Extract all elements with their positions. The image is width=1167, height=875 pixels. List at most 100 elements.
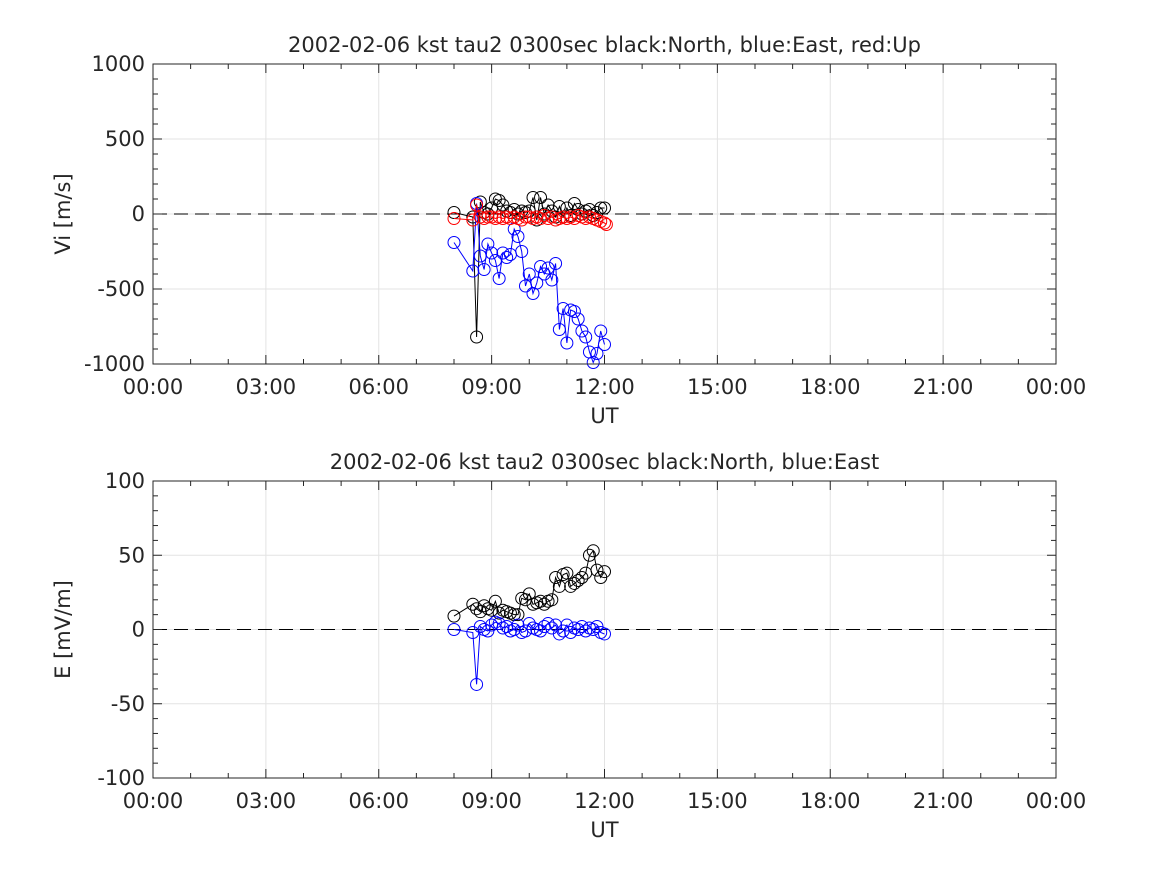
x-axis-label: UT — [590, 404, 618, 428]
data-point-north — [470, 602, 484, 616]
data-point-up — [537, 209, 551, 222]
data-point-north — [485, 603, 499, 617]
data-point-up — [470, 198, 484, 212]
data-point-north — [492, 606, 506, 620]
data-point-north — [511, 608, 525, 622]
data-point-up — [598, 216, 611, 230]
data-point-east — [541, 261, 555, 275]
y-tick-label: -50 — [111, 692, 145, 716]
data-point-east — [590, 347, 604, 360]
x-tick-label: 12:00 — [574, 375, 635, 399]
x-tick-label: 09:00 — [461, 789, 522, 813]
x-tick-label: 21:00 — [913, 375, 974, 399]
data-point-north — [488, 594, 502, 608]
data-point-up — [515, 213, 529, 227]
data-point-north — [586, 544, 600, 558]
data-point-east — [586, 623, 600, 636]
data-point-north — [571, 573, 585, 587]
data-point-east — [507, 623, 521, 636]
y-tick-label: 100 — [105, 469, 145, 493]
data-point-north — [590, 563, 604, 577]
data-point-up — [567, 212, 581, 225]
x-axis-label: UT — [590, 818, 618, 842]
data-point-north — [582, 548, 596, 562]
x-tick-label: 12:00 — [574, 789, 635, 813]
y-tick-label: 500 — [105, 127, 145, 151]
data-point-east — [447, 236, 461, 249]
data-point-up — [447, 212, 461, 225]
chart-panel-2: 00:00 03:00 06:00 09:00 12:00 15:00 18:00 21:00… — [51, 450, 1086, 842]
data-point-east — [571, 623, 585, 636]
data-point-up — [466, 213, 480, 227]
x-tick-label: 03:00 — [236, 375, 297, 399]
data-point-east — [485, 246, 499, 260]
data-point-east — [598, 627, 611, 641]
data-point-east — [522, 267, 536, 281]
data-point-east — [496, 246, 510, 260]
data-point-east — [492, 272, 506, 285]
data-point-east — [466, 264, 480, 278]
data-point-east — [594, 324, 608, 338]
data-point-up — [518, 210, 532, 224]
x-tick-label: 21:00 — [913, 789, 974, 813]
data-point-north — [470, 330, 484, 344]
x-tick-label: 00:00 — [123, 375, 184, 399]
x-tick-label: 00:00 — [1026, 375, 1087, 399]
data-point-east — [477, 263, 491, 276]
data-point-east — [500, 251, 514, 264]
data-point-north — [545, 593, 559, 607]
data-point-east — [541, 617, 555, 631]
data-point-east — [560, 336, 574, 350]
x-tick-label: 00:00 — [123, 789, 184, 813]
data-point-east — [470, 677, 484, 691]
data-point-east — [552, 627, 566, 641]
data-point-north — [549, 571, 563, 585]
data-point-north — [447, 609, 461, 623]
y-tick-label: -100 — [97, 766, 145, 790]
data-point-north — [560, 566, 574, 580]
chart-title: 2002-02-06 kst tau2 0300sec black:North,… — [288, 33, 921, 57]
data-point-north — [537, 597, 551, 611]
data-point-north — [526, 191, 540, 204]
x-tick-label: 00:00 — [1026, 789, 1087, 813]
series-line-east — [453, 203, 605, 364]
y-tick-label: -1000 — [84, 352, 145, 376]
data-point-north — [560, 201, 574, 215]
data-point-north — [552, 579, 566, 593]
data-point-east — [545, 273, 559, 287]
chart-title: 2002-02-06 kst tau2 0300sec black:North,… — [330, 450, 879, 474]
x-tick-label: 18:00 — [800, 375, 861, 399]
data-point-east — [571, 312, 585, 326]
x-tick-label: 03:00 — [236, 789, 297, 813]
data-point-north — [466, 597, 480, 611]
data-point-east — [530, 276, 544, 290]
data-point-east — [500, 620, 514, 634]
data-point-north — [477, 599, 491, 613]
data-point-up — [545, 210, 559, 224]
data-point-east — [537, 620, 551, 634]
y-axis-label: E [mV/m] — [51, 580, 75, 679]
data-point-north — [492, 194, 506, 207]
data-point-north — [598, 201, 611, 215]
data-point-north — [575, 571, 589, 585]
data-point-east — [511, 230, 525, 243]
data-point-east — [549, 257, 563, 270]
data-point-east — [481, 237, 495, 251]
x-tick-label: 15:00 — [687, 789, 748, 813]
data-point-east — [598, 338, 611, 351]
y-tick-label: -500 — [97, 277, 145, 301]
y-tick-label: 0 — [132, 202, 145, 226]
x-tick-label: 18:00 — [800, 789, 861, 813]
x-tick-label: 15:00 — [687, 375, 748, 399]
chart-panel-1: 00:00 03:00 06:00 09:00 12:00 15:00 18:00 21:00… — [51, 33, 1086, 428]
data-point-north — [594, 201, 608, 215]
data-point-east — [473, 620, 487, 634]
data-point-east — [564, 625, 578, 639]
data-point-east — [534, 260, 548, 273]
data-point-up — [481, 210, 495, 224]
data-point-north — [534, 594, 548, 608]
data-point-east — [586, 356, 600, 369]
data-point-east — [492, 617, 506, 631]
x-tick-label: 06:00 — [348, 789, 409, 813]
